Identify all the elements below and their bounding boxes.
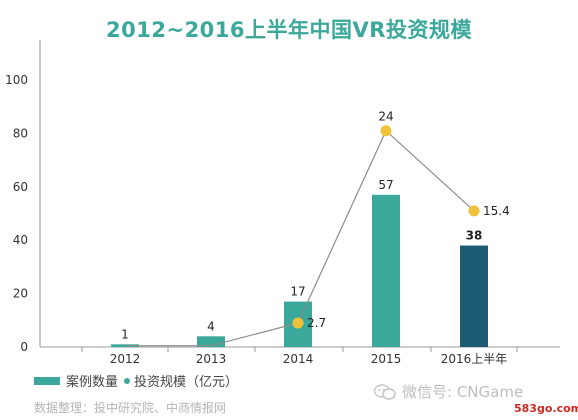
- y-tick-label: 40: [13, 233, 28, 247]
- wechat-watermark: 微信号: CNGame: [373, 381, 524, 402]
- bar: [460, 245, 488, 347]
- y-tick-label: 0: [20, 340, 28, 354]
- line-point: [468, 205, 480, 217]
- x-tick-label: 2015: [371, 352, 402, 366]
- bar-value-label: 38: [466, 229, 483, 243]
- point-value-label: 15.4: [483, 204, 510, 218]
- y-tick-label: 20: [13, 287, 28, 301]
- line-point: [292, 317, 304, 329]
- source-note: 数据整理：投中研究院、中商情报网: [34, 401, 227, 415]
- bar-value-label: 57: [378, 178, 393, 192]
- legend-bar-label: 案例数量: [66, 375, 119, 390]
- point-value-label: 24: [378, 110, 393, 124]
- bar-value-label: 17: [290, 285, 305, 299]
- point-value-label: 2.7: [307, 316, 326, 330]
- x-tick-label: 2012: [110, 352, 141, 366]
- legend-line-label: 投资规模（亿元）: [134, 375, 239, 390]
- site-watermark: 583go.com: [514, 402, 578, 415]
- x-tick-label: 2014: [283, 352, 314, 366]
- legend-bar-swatch: [34, 376, 60, 385]
- chart-title: 2012~2016上半年中国VR投资规模: [106, 18, 472, 42]
- bar-value-label: 1: [121, 327, 129, 341]
- wechat-text: 微信号: CNGame: [402, 383, 524, 401]
- y-tick-label: 100: [5, 73, 28, 87]
- bar: [372, 194, 400, 347]
- chart-legend: 案例数量 投资规模（亿元）: [34, 371, 238, 390]
- y-tick-label: 80: [13, 126, 28, 140]
- legend-dot-swatch: [124, 377, 131, 384]
- y-tick-label: 60: [13, 180, 28, 194]
- bar: [197, 336, 225, 347]
- x-tick-label: 2013: [196, 352, 227, 366]
- bar-value-label: 4: [207, 319, 215, 333]
- x-tick-label: 2016上半年: [441, 352, 508, 366]
- wechat-icon: [373, 383, 396, 400]
- line-point: [380, 125, 392, 137]
